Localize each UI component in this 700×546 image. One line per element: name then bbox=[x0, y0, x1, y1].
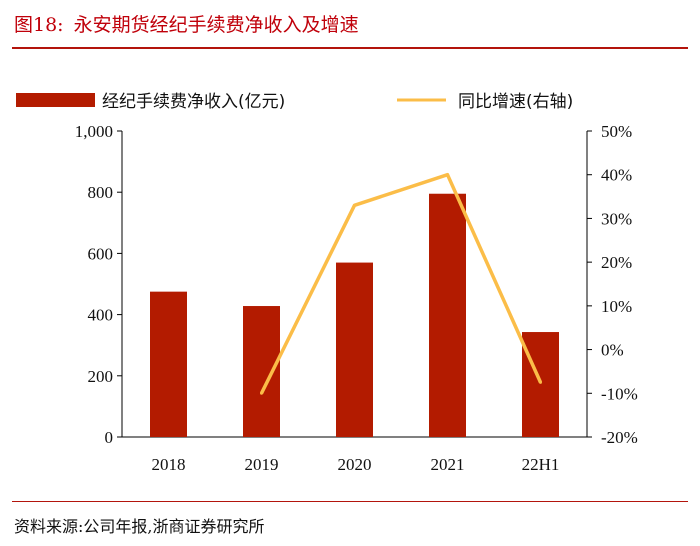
legend-bar-swatch bbox=[16, 93, 95, 107]
left-ticks: 0 200 400 600 800 1,000 bbox=[75, 122, 122, 447]
source-note: 资料来源:公司年报,浙商证券研究所 bbox=[14, 517, 265, 536]
growth-point-22H1 bbox=[539, 380, 542, 384]
right-tick-label: 50% bbox=[601, 122, 632, 141]
left-tick-label: 400 bbox=[88, 306, 114, 325]
left-tick-label: 600 bbox=[88, 244, 114, 263]
x-tick-label: 2021 bbox=[431, 455, 465, 474]
right-tick-label: 20% bbox=[601, 253, 632, 272]
bar-22H1 bbox=[522, 332, 559, 437]
source-rule bbox=[12, 501, 688, 502]
left-tick-label: 0 bbox=[105, 428, 114, 447]
title-rule bbox=[12, 47, 688, 49]
bar-2020 bbox=[336, 262, 373, 437]
growth-line bbox=[259, 172, 543, 395]
figure-number: 图18: bbox=[14, 14, 64, 36]
left-tick-label: 1,000 bbox=[75, 122, 113, 141]
x-tick-label: 2020 bbox=[338, 455, 372, 474]
right-tick-label: -10% bbox=[601, 384, 638, 403]
growth-point-2020 bbox=[353, 203, 356, 207]
right-ticks: -20% -10% 0% 10% 20% 30% 40% 50% bbox=[587, 122, 638, 447]
right-tick-label: 40% bbox=[601, 166, 632, 185]
bar-2021 bbox=[429, 193, 466, 437]
left-tick-label: 800 bbox=[88, 183, 114, 202]
x-tick-label: 2018 bbox=[152, 455, 186, 474]
growth-point-2021 bbox=[446, 173, 449, 177]
x-tick-label: 22H1 bbox=[522, 455, 560, 474]
right-tick-label: 30% bbox=[601, 209, 632, 228]
figure-title-text: 永安期货经纪手续费净收入及增速 bbox=[73, 14, 359, 36]
bar-2019 bbox=[243, 306, 280, 437]
legend-line-label: 同比增速(右轴) bbox=[458, 92, 573, 112]
right-tick-label: 10% bbox=[601, 297, 632, 316]
growth-series-line bbox=[259, 172, 543, 395]
legend: 经纪手续费净收入(亿元) 同比增速(右轴) bbox=[16, 92, 573, 112]
bars bbox=[150, 193, 559, 437]
legend-bar-label: 经纪手续费净收入(亿元) bbox=[102, 92, 285, 112]
figure-title: 图18: 永安期货经纪手续费净收入及增速 bbox=[14, 10, 359, 37]
left-tick-label: 200 bbox=[88, 367, 114, 386]
right-tick-label: -20% bbox=[601, 428, 638, 447]
x-tick-label: 2019 bbox=[245, 455, 279, 474]
right-tick-label: 0% bbox=[601, 341, 624, 360]
growth-point-2019 bbox=[260, 391, 263, 395]
bar-2018 bbox=[150, 291, 187, 437]
x-categories: 2018 2019 2020 2021 22H1 bbox=[152, 455, 560, 474]
